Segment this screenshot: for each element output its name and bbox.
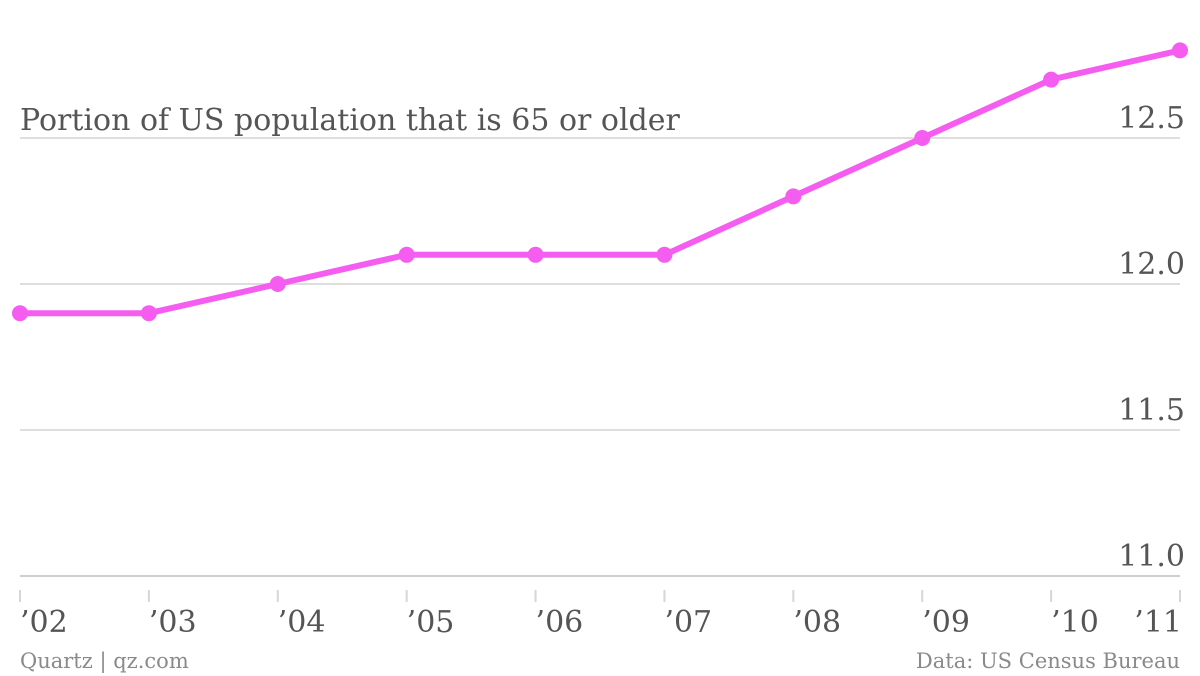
x-tick-label: ’03 [149,605,197,640]
x-tick-label: ’07 [664,605,712,640]
x-tick-label: ’04 [278,605,326,640]
data-point [12,305,28,322]
data-point [914,130,931,146]
x-axis-tick-labels: ’02 ’03 ’04 ’05 ’06 ’07 ’08 ’09 ’10 ’11 [20,605,1182,640]
x-tick-label: ’08 [793,605,841,640]
y-tick-label: 11.0 [1118,539,1185,574]
x-tick-label: ’02 [20,605,68,640]
y-axis-tick-labels: 12.5 12.0 11.5 11.0 [1118,101,1185,574]
data-point [1043,71,1060,88]
x-tick-label: ’09 [922,605,970,640]
x-tick-label: ’10 [1051,605,1099,640]
data-point [527,246,544,263]
series-layer [12,42,1188,322]
x-tick-label: ’11 [1134,605,1182,640]
data-point [269,276,286,292]
chart-title: Portion of US population that is 65 or o… [20,103,680,138]
x-tick-label: ’05 [407,605,455,640]
data-point [785,188,802,205]
x-tick-marks [19,590,1181,602]
data-source: Data: US Census Bureau [916,649,1180,673]
y-tick-label: 12.0 [1118,247,1185,282]
data-point [140,305,157,322]
x-tick-label: ’06 [536,605,584,640]
data-point [656,246,673,263]
data-point [1172,42,1188,59]
source-credit: Quartz | qz.com [20,649,189,674]
gridlines [20,137,1180,577]
data-point [398,246,415,263]
y-tick-label: 12.5 [1118,101,1185,136]
y-tick-label: 11.5 [1118,393,1185,428]
series-line [17,47,1183,317]
